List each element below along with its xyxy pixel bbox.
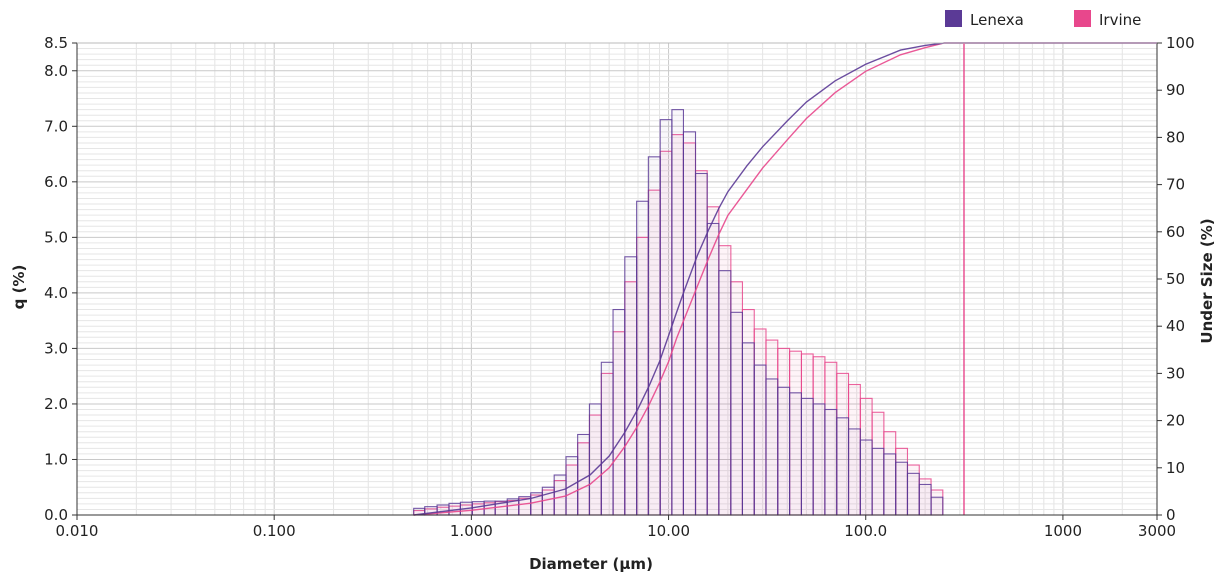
y-axis-title-left: q (%): [10, 265, 28, 310]
y-tick-label-right: 10: [1166, 459, 1185, 477]
bar-lenexa: [800, 397, 814, 516]
y-tick-label-left: 0.0: [44, 506, 68, 524]
bar-lenexa: [741, 342, 755, 516]
x-tick-label: 100.0: [844, 522, 887, 540]
under-size-curve-irvine: [413, 42, 1157, 516]
bar-lenexa: [753, 364, 767, 516]
bar-lenexa: [636, 200, 649, 516]
y-axis-title-right: Under Size (%): [1198, 218, 1216, 343]
bar-lenexa: [847, 428, 861, 516]
bar-lenexa: [718, 270, 732, 516]
bar-lenexa: [883, 453, 897, 516]
y-tick-label-left: 1.0: [44, 450, 68, 468]
bar-lenexa: [859, 439, 873, 516]
bar-lenexa: [577, 433, 590, 516]
legend-label-irvine: Irvine: [1099, 11, 1141, 29]
y-tick-label-left: 4.0: [44, 284, 68, 302]
bar-lenexa: [765, 378, 779, 516]
bar-lenexa: [553, 474, 567, 516]
bar-lenexa: [789, 392, 802, 516]
cumulative-curves: [413, 42, 1157, 516]
legend-swatch-lenexa: [945, 10, 962, 27]
x-tick-label: 0.010: [56, 522, 99, 540]
bar-lenexa: [777, 386, 791, 516]
bar-lenexa: [906, 472, 920, 516]
legend-label-lenexa: Lenexa: [970, 11, 1024, 29]
bar-lenexa: [918, 483, 932, 516]
y-tick-label-left: 6.0: [44, 173, 68, 191]
y-tick-label-right: 100: [1166, 34, 1195, 52]
bar-lenexa: [612, 308, 626, 516]
y-tick-label-right: 40: [1166, 317, 1185, 335]
x-tick-label: 0.100: [253, 522, 296, 540]
bar-lenexa: [600, 361, 614, 516]
bar-lenexa: [930, 496, 944, 516]
bar-lenexa: [871, 447, 885, 516]
y-tick-label-right: 60: [1166, 223, 1185, 241]
under-size-curve-lenexa: [413, 42, 1157, 516]
bar-lenexa: [812, 403, 826, 516]
x-tick-label: 1000: [1044, 522, 1082, 540]
bar-lenexa: [659, 119, 673, 516]
x-tick-label: 1.000: [450, 522, 493, 540]
y-tick-label-left: 8.0: [44, 62, 68, 80]
y-tick-label-left: 8.5: [44, 34, 68, 52]
bar-lenexa: [647, 156, 661, 516]
y-tick-label-right: 50: [1166, 270, 1185, 288]
y-tick-label-left: 2.0: [44, 395, 68, 413]
y-tick-label-left: 5.0: [44, 228, 68, 246]
x-axis-title: Diameter (µm): [529, 555, 653, 573]
bar-lenexa: [836, 417, 850, 516]
bar-lenexa: [694, 172, 708, 516]
bar-lenexa: [624, 256, 638, 516]
bar-lenexa: [588, 403, 602, 516]
y-tick-label-right: 30: [1166, 364, 1185, 382]
y-tick-label-right: 90: [1166, 81, 1185, 99]
bar-lenexa: [671, 109, 684, 516]
y-tick-label-right: 20: [1166, 412, 1185, 430]
legend-swatch-irvine: [1074, 10, 1091, 27]
bar-lenexa: [706, 222, 720, 516]
y-tick-label-right: 0: [1166, 506, 1176, 524]
x-tick-label: 3000: [1138, 522, 1176, 540]
bar-lenexa: [730, 311, 743, 516]
x-tick-label: 10.00: [647, 522, 690, 540]
y-tick-label-right: 80: [1166, 128, 1185, 146]
legend: Lenexa Irvine: [945, 10, 1141, 29]
bar-lenexa: [895, 461, 909, 516]
grid: [76, 42, 1158, 515]
bar-lenexa: [682, 131, 697, 516]
bar-lenexa: [824, 408, 838, 516]
y-tick-label-left: 7.0: [44, 117, 68, 135]
y-tick-label-left: 3.0: [44, 339, 68, 357]
tick-labels: 0.010 0.100 1.000 10.00 100.0 1000 30000.01.02…: [44, 34, 1195, 540]
plot-area: [77, 43, 1157, 515]
y-tick-label-right: 70: [1166, 176, 1185, 194]
